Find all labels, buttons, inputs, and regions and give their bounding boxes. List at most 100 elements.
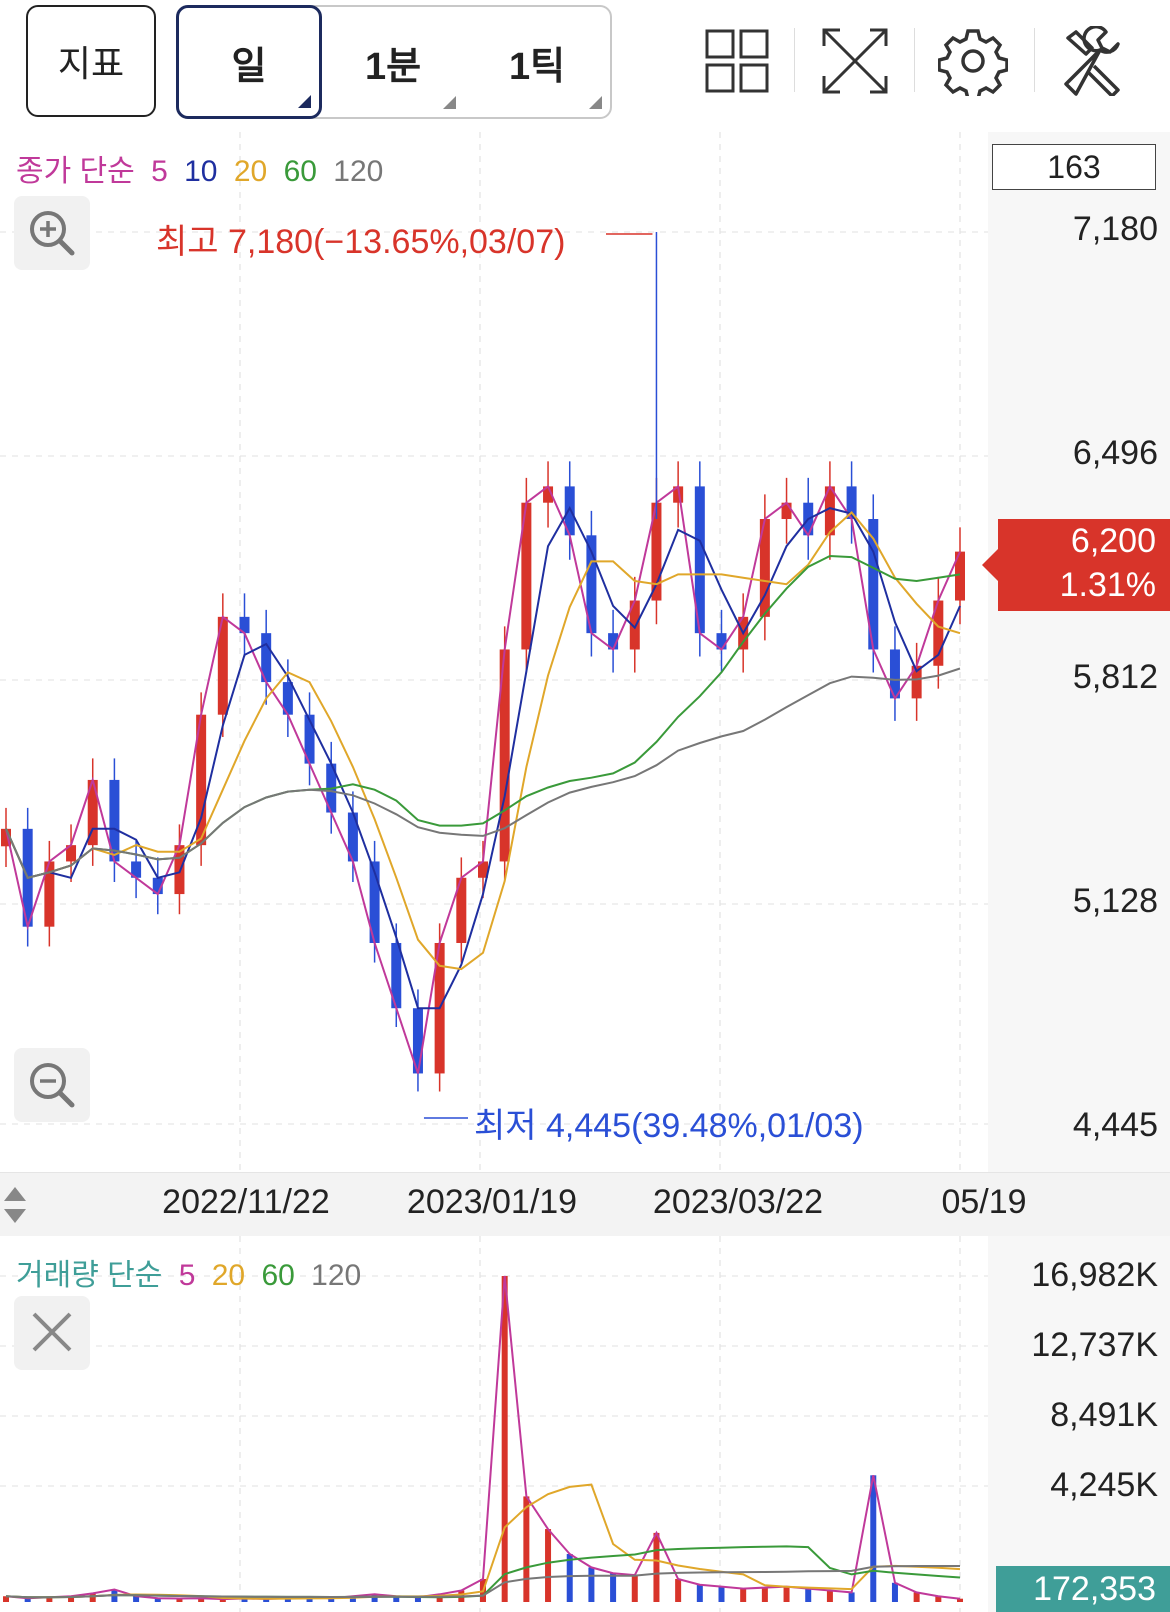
period-minute-button[interactable]: 1분 bbox=[322, 7, 464, 117]
volume-ma120-line bbox=[5, 1565, 960, 1599]
fullscreen-icon[interactable] bbox=[820, 26, 890, 96]
current-change: 1.31% bbox=[1059, 566, 1156, 604]
dropdown-corner-icon bbox=[298, 95, 311, 108]
volume-bar bbox=[393, 1596, 400, 1602]
date-label: 2022/11/22 bbox=[162, 1183, 330, 1221]
volume-axis-label: 8,491K bbox=[1050, 1396, 1158, 1434]
price-plot-area bbox=[0, 132, 988, 1172]
current-volume-tag: 172,353 bbox=[996, 1566, 1170, 1612]
volume-axis-label: 12,737K bbox=[1031, 1326, 1158, 1364]
candle-body bbox=[87, 779, 98, 846]
volume-bar bbox=[740, 1588, 747, 1602]
volume-bar bbox=[826, 1590, 833, 1602]
price-legend: 종가 단순 5 10 20 60 120 bbox=[16, 146, 391, 190]
volume-bar bbox=[154, 1598, 161, 1602]
candle-body bbox=[651, 502, 662, 601]
price-chart-pane[interactable]: 종가 단순 5 10 20 60 120 163 7,180 6,496 5,8… bbox=[0, 132, 1170, 1172]
ma5-line bbox=[5, 484, 961, 1074]
candle-body bbox=[955, 551, 965, 601]
date-label: 2023/01/19 bbox=[406, 1183, 578, 1221]
candle-body bbox=[933, 600, 944, 666]
period-day-button[interactable]: 일 bbox=[176, 5, 322, 119]
scroll-up-down-icon[interactable] bbox=[0, 1181, 30, 1229]
candle-body bbox=[586, 535, 597, 634]
toolbar-divider bbox=[914, 28, 915, 92]
settings-icon[interactable] bbox=[938, 26, 1008, 96]
candle-body bbox=[608, 633, 619, 650]
price-legend-label: 종가 단순 bbox=[16, 155, 135, 188]
candle-body bbox=[412, 1008, 423, 1074]
zoom-out-button[interactable] bbox=[14, 1048, 90, 1122]
volume-bar bbox=[176, 1598, 183, 1602]
volume-bar bbox=[284, 1598, 291, 1602]
low-annotation: 최저 4,445(39.48%,01/03) bbox=[474, 1107, 864, 1145]
tools-icon[interactable] bbox=[1058, 26, 1128, 96]
legend-ma60: 60 bbox=[283, 155, 317, 188]
volume-bar bbox=[848, 1592, 855, 1602]
volume-legend-label: 거래량 단순 bbox=[16, 1259, 163, 1292]
volume-chart-pane[interactable]: 거래량 단순 5 20 60 120 16,982K 12,737K 8,491… bbox=[0, 1236, 1170, 1612]
volume-bar bbox=[328, 1598, 335, 1602]
volume-bar bbox=[133, 1596, 140, 1602]
volume-bar bbox=[89, 1593, 96, 1602]
ma120-line bbox=[5, 667, 961, 879]
volume-bar bbox=[935, 1596, 942, 1602]
volume-bar bbox=[198, 1598, 205, 1602]
volume-bar bbox=[68, 1596, 75, 1602]
legend-vol-ma120: 120 bbox=[311, 1259, 362, 1292]
volume-bar bbox=[870, 1475, 877, 1602]
candle-body bbox=[629, 600, 640, 650]
date-axis[interactable]: 2022/11/22 2023/01/19 2023/03/22 05/19 bbox=[0, 1172, 1170, 1238]
indicator-button[interactable]: 지표 bbox=[26, 5, 156, 117]
candle-body bbox=[868, 519, 879, 650]
volume-bar bbox=[696, 1584, 703, 1602]
dropdown-corner-icon bbox=[443, 96, 456, 109]
legend-vol-ma5: 5 bbox=[178, 1259, 196, 1292]
period-tick-button[interactable]: 1틱 bbox=[464, 7, 610, 117]
volume-chart[interactable] bbox=[0, 1236, 1170, 1612]
volume-bar bbox=[263, 1598, 270, 1602]
volume-bar bbox=[566, 1554, 573, 1602]
volume-bar bbox=[761, 1587, 768, 1602]
candle-body bbox=[781, 502, 792, 520]
candle-body bbox=[911, 665, 922, 699]
zoom-in-button[interactable] bbox=[14, 196, 90, 270]
toolbar-divider bbox=[794, 28, 795, 92]
volume-bar bbox=[891, 1582, 898, 1602]
candle-body bbox=[673, 486, 684, 503]
layout-grid-icon[interactable] bbox=[702, 26, 772, 96]
volume-bar bbox=[631, 1575, 638, 1602]
volume-bar bbox=[545, 1529, 552, 1602]
volume-bar bbox=[653, 1532, 660, 1602]
candle-body bbox=[1, 828, 11, 847]
ticker-count-box: 163 bbox=[992, 144, 1156, 190]
legend-ma120: 120 bbox=[333, 155, 384, 188]
volume-bar bbox=[805, 1588, 812, 1602]
price-chart[interactable] bbox=[0, 132, 1170, 1172]
period-minute-label: 1분 bbox=[364, 45, 422, 88]
period-day-label: 일 bbox=[231, 45, 267, 88]
period-selector: 일 1분 1틱 bbox=[176, 5, 612, 119]
volume-bar bbox=[718, 1586, 725, 1602]
toolbar-divider bbox=[1034, 28, 1035, 92]
current-price-tag: 6,200 1.31% bbox=[982, 519, 1170, 611]
volume-bar bbox=[241, 1598, 248, 1602]
volume-bar bbox=[371, 1594, 378, 1602]
legend-vol-ma20: 20 bbox=[211, 1259, 246, 1292]
price-axis-label: 7,180 bbox=[1072, 210, 1158, 248]
candle-body bbox=[347, 812, 358, 862]
volume-bar bbox=[783, 1586, 790, 1602]
candle-body bbox=[217, 616, 228, 715]
price-axis-label: 5,128 bbox=[1072, 882, 1158, 920]
volume-bar bbox=[414, 1597, 421, 1602]
close-volume-button[interactable] bbox=[14, 1296, 90, 1370]
volume-bar bbox=[46, 1597, 53, 1602]
candle-body bbox=[456, 877, 467, 943]
volume-legend: 거래량 단순 5 20 60 120 bbox=[16, 1250, 369, 1294]
zoom-in-icon bbox=[30, 211, 75, 256]
volume-ma5-line bbox=[5, 1275, 961, 1601]
volume-bar bbox=[913, 1592, 920, 1602]
candle-body bbox=[44, 861, 55, 927]
volume-bar bbox=[306, 1597, 313, 1602]
volume-axis-label: 4,245K bbox=[1050, 1466, 1158, 1504]
